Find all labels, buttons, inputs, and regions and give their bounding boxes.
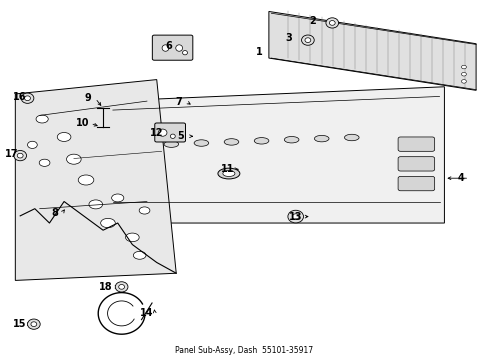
Ellipse shape bbox=[461, 80, 466, 83]
Ellipse shape bbox=[66, 154, 81, 164]
Ellipse shape bbox=[284, 136, 298, 143]
Ellipse shape bbox=[39, 159, 50, 166]
Ellipse shape bbox=[78, 175, 94, 185]
Text: 13: 13 bbox=[288, 212, 302, 221]
Text: 6: 6 bbox=[165, 41, 172, 50]
Ellipse shape bbox=[301, 35, 314, 45]
FancyBboxPatch shape bbox=[152, 35, 192, 60]
Text: 10: 10 bbox=[76, 118, 89, 128]
Ellipse shape bbox=[31, 322, 37, 327]
Ellipse shape bbox=[223, 171, 234, 176]
Ellipse shape bbox=[163, 141, 178, 147]
Ellipse shape bbox=[344, 134, 358, 141]
Text: 16: 16 bbox=[13, 92, 26, 102]
Ellipse shape bbox=[158, 129, 166, 136]
Text: 18: 18 bbox=[99, 282, 112, 292]
FancyBboxPatch shape bbox=[397, 176, 434, 191]
Text: 2: 2 bbox=[309, 17, 316, 27]
Ellipse shape bbox=[287, 210, 303, 223]
Text: 7: 7 bbox=[175, 97, 182, 107]
Ellipse shape bbox=[170, 134, 175, 138]
Ellipse shape bbox=[314, 135, 328, 142]
Ellipse shape bbox=[111, 194, 123, 202]
Ellipse shape bbox=[461, 65, 466, 69]
Ellipse shape bbox=[175, 45, 182, 51]
Ellipse shape bbox=[89, 200, 102, 209]
Ellipse shape bbox=[57, 132, 71, 141]
Text: 11: 11 bbox=[220, 164, 234, 174]
Ellipse shape bbox=[21, 93, 34, 103]
Ellipse shape bbox=[36, 115, 48, 123]
Ellipse shape bbox=[218, 168, 240, 179]
Ellipse shape bbox=[254, 138, 268, 144]
Ellipse shape bbox=[27, 141, 37, 148]
Ellipse shape bbox=[133, 251, 146, 259]
Ellipse shape bbox=[329, 21, 334, 25]
Polygon shape bbox=[108, 87, 444, 223]
Text: 17: 17 bbox=[5, 149, 18, 159]
FancyBboxPatch shape bbox=[155, 123, 185, 142]
Ellipse shape bbox=[292, 214, 299, 219]
Ellipse shape bbox=[182, 50, 187, 55]
FancyBboxPatch shape bbox=[397, 157, 434, 171]
FancyBboxPatch shape bbox=[397, 137, 434, 151]
Ellipse shape bbox=[461, 72, 466, 76]
Ellipse shape bbox=[325, 18, 338, 28]
Text: 8: 8 bbox=[51, 208, 58, 218]
Ellipse shape bbox=[305, 38, 310, 42]
Text: 1: 1 bbox=[255, 46, 262, 57]
Ellipse shape bbox=[224, 139, 238, 145]
Ellipse shape bbox=[139, 207, 150, 214]
Ellipse shape bbox=[194, 140, 208, 146]
Ellipse shape bbox=[14, 150, 26, 161]
Text: 14: 14 bbox=[140, 309, 153, 318]
Polygon shape bbox=[268, 12, 475, 90]
Text: 3: 3 bbox=[285, 33, 291, 43]
Text: Panel Sub-Assy, Dash  55101-35917: Panel Sub-Assy, Dash 55101-35917 bbox=[175, 346, 313, 355]
Ellipse shape bbox=[17, 153, 23, 158]
Text: 15: 15 bbox=[13, 319, 26, 329]
Ellipse shape bbox=[101, 219, 115, 228]
Ellipse shape bbox=[24, 96, 30, 100]
Ellipse shape bbox=[115, 282, 128, 292]
Polygon shape bbox=[15, 80, 176, 280]
Text: 4: 4 bbox=[457, 173, 464, 183]
Ellipse shape bbox=[119, 284, 124, 289]
Text: 12: 12 bbox=[150, 129, 163, 138]
Ellipse shape bbox=[125, 233, 139, 242]
Ellipse shape bbox=[27, 319, 40, 329]
Text: 5: 5 bbox=[177, 131, 184, 141]
Text: 9: 9 bbox=[84, 93, 91, 103]
Ellipse shape bbox=[162, 45, 168, 51]
